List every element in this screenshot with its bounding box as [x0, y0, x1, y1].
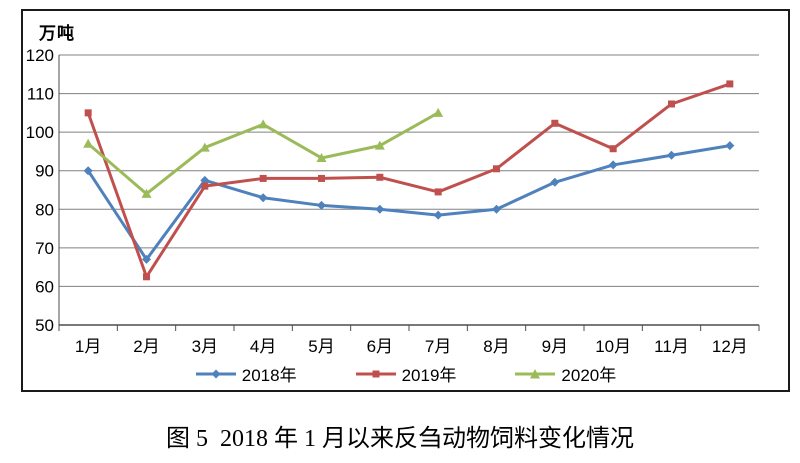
y-tick-label: 50 [35, 316, 54, 335]
legend-label: 2020年 [561, 366, 617, 385]
chart-legend: 2018年 2019年 2020年 [23, 361, 788, 386]
figure-caption: 图 5 2018 年 1 月以来反刍动物饲料变化情况 [166, 426, 634, 452]
marker-square [259, 174, 267, 182]
marker-diamond [142, 254, 151, 264]
y-tick-label: 60 [35, 277, 54, 296]
marker-square [376, 173, 384, 181]
marker-diamond [83, 166, 93, 176]
legend-item: 2018年 [195, 361, 297, 386]
marker-triangle [83, 138, 94, 148]
legend-triangle-icon [515, 368, 556, 378]
marker-diamond [200, 175, 210, 185]
x-tick-label: 12月 [712, 337, 748, 356]
y-tick-label: 80 [35, 200, 54, 219]
marker-square [493, 165, 500, 173]
marker-diamond [258, 193, 268, 203]
marker-square [609, 145, 617, 153]
marker-triangle [433, 107, 444, 117]
series-line-2018年 [86, 144, 732, 261]
marker-diamond [550, 177, 560, 187]
marker-diamond [608, 160, 618, 170]
marker-triangle [141, 188, 152, 198]
marker-diamond [667, 150, 676, 160]
chart-frame: 万吨 50 60 70 80 90 100 110 120 1月 2月 3月 4月 5月 6月 7月 8月 9月… [21, 9, 790, 392]
y-tick-label: 90 [35, 162, 54, 181]
legend-square-icon [355, 370, 396, 377]
x-tick-label: 3月 [192, 337, 218, 356]
legend-diamond-icon [195, 369, 236, 378]
marker-triangle [258, 119, 269, 129]
x-tick-label: 10月 [595, 337, 631, 356]
x-tick-label: 7月 [425, 337, 451, 356]
marker-square [318, 174, 325, 182]
legend-label: 2018年 [241, 366, 297, 385]
marker-square [551, 119, 559, 127]
y-axis-unit-label: 万吨 [39, 24, 75, 43]
y-tick-label: 70 [35, 239, 54, 258]
x-tick-label: 5月 [308, 337, 334, 356]
x-tick-label: 2月 [133, 337, 159, 356]
legend-item: 2020年 [514, 361, 616, 386]
marker-triangle [316, 152, 327, 162]
marker-diamond [433, 210, 443, 220]
marker-diamond [317, 200, 326, 210]
marker-square [84, 109, 92, 117]
legend-item: 2019年 [355, 361, 457, 386]
y-tick-label: 110 [27, 85, 54, 104]
x-tick-label: 6月 [367, 337, 393, 356]
marker-square [201, 182, 209, 190]
y-tick-label: 120 [26, 46, 54, 65]
marker-diamond [492, 204, 501, 214]
x-tick-label: 4月 [250, 337, 276, 356]
x-tick-label: 1月 [75, 337, 101, 356]
x-tick-label: 11月 [654, 337, 689, 356]
y-tick-label: 100 [26, 123, 54, 142]
marker-square [143, 273, 150, 281]
marker-triangle [199, 142, 210, 152]
series-line-2019年 [86, 82, 732, 279]
marker-square [434, 188, 442, 196]
marker-diamond [375, 204, 385, 214]
marker-square [726, 80, 734, 88]
x-tick-label: 8月 [483, 337, 509, 356]
legend-label: 2019年 [401, 366, 457, 385]
marker-triangle [374, 140, 385, 150]
marker-square [668, 100, 675, 108]
x-tick-label: 9月 [542, 337, 568, 356]
line-chart: 50 60 70 80 90 100 110 120 1月 2月 3月 4月 5月 6月 7月 8月 9月 10月… [26, 46, 760, 356]
marker-diamond [725, 141, 735, 151]
